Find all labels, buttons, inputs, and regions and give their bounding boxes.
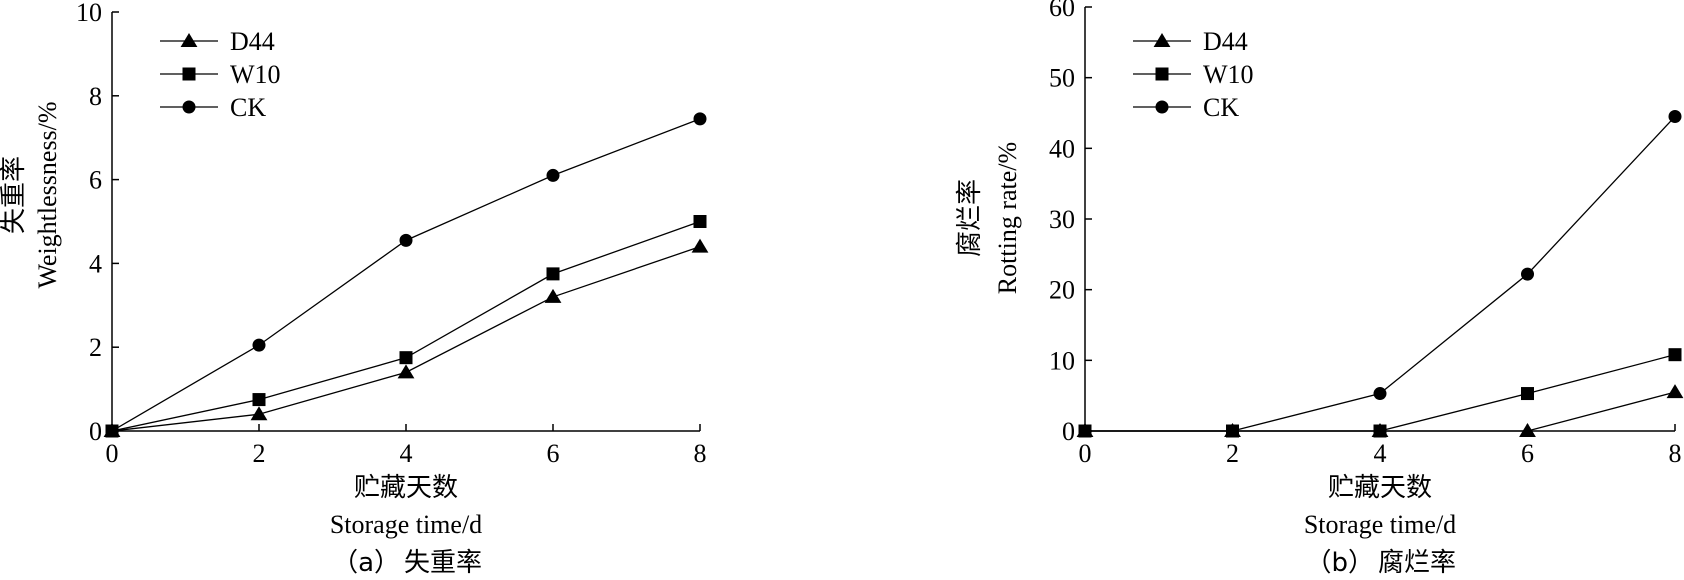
panel-caption-label: （b） <box>1305 548 1374 578</box>
data-point-ck <box>105 424 119 438</box>
data-point-w10 <box>1521 387 1534 401</box>
data-point-ck <box>1078 424 1092 438</box>
legend-marker-w10 <box>1155 67 1169 81</box>
y-tick-label: 10 <box>76 0 102 27</box>
data-point-d44 <box>691 238 709 253</box>
x-axis-label-en: Storage time/d <box>330 510 482 539</box>
panel-caption-text: 失重率 <box>404 548 482 578</box>
data-point-w10 <box>693 215 707 228</box>
x-tick-label: 0 <box>106 439 119 468</box>
series-line-ck <box>1085 116 1676 432</box>
x-tick-label: 6 <box>1521 439 1534 468</box>
legend-marker-d44 <box>1153 33 1171 47</box>
y-tick-label: 40 <box>1049 134 1075 163</box>
legend-marker-ck <box>182 100 196 114</box>
y-tick-label: 10 <box>1049 346 1075 375</box>
x-axis-label-cn: 贮藏天数 <box>354 473 458 503</box>
x-tick-label: 8 <box>694 439 707 468</box>
x-tick-label: 6 <box>547 439 560 468</box>
y-axis-label-en: Rotting rate/% <box>993 142 1022 294</box>
y-tick-label: 6 <box>89 166 102 195</box>
data-point-ck <box>1373 387 1387 401</box>
data-point-w10 <box>1668 348 1682 362</box>
data-point-w10 <box>252 393 266 407</box>
panel-caption-label: （a） <box>332 548 400 578</box>
y-tick-label: 60 <box>1049 0 1075 22</box>
x-tick-label: 2 <box>253 439 266 468</box>
data-point-ck <box>546 168 560 182</box>
data-point-d44 <box>544 288 562 303</box>
y-tick-label: 0 <box>89 417 102 446</box>
y-tick-label: 4 <box>89 249 102 278</box>
series-line-ck <box>111 118 701 432</box>
data-point-ck <box>1668 110 1682 124</box>
legend-marker-ck <box>1155 100 1169 114</box>
series-line-w10 <box>111 220 701 432</box>
x-tick-label: 4 <box>400 439 413 468</box>
data-point-ck <box>1226 424 1239 438</box>
x-axis-label-cn: 贮藏天数 <box>1328 473 1432 503</box>
data-point-ck <box>693 112 707 126</box>
legend-marker-w10 <box>182 67 196 81</box>
series-line-d44 <box>111 246 701 432</box>
x-axis-label-en: Storage time/d <box>1304 510 1456 539</box>
x-tick-label: 2 <box>1226 439 1239 468</box>
data-point-w10 <box>546 267 560 281</box>
panel-caption-text: 腐烂率 <box>1378 548 1456 578</box>
y-tick-label: 8 <box>89 82 102 111</box>
legend-label-w10: W10 <box>1203 60 1254 89</box>
legend-marker-d44 <box>180 33 198 47</box>
data-point-w10 <box>1373 424 1387 438</box>
y-tick-label: 20 <box>1049 276 1075 305</box>
data-point-d44 <box>397 364 415 379</box>
y-tick-label: 2 <box>89 333 102 362</box>
data-point-ck <box>399 233 413 247</box>
x-tick-label: 8 <box>1669 439 1682 468</box>
legend-label-d44: D44 <box>1203 27 1248 56</box>
y-axis-label-cn: 失重率 <box>0 156 29 234</box>
legend-label-d44: D44 <box>230 27 275 56</box>
legend-label-w10: W10 <box>230 60 281 89</box>
chart-panel-b: 0 10 20 30 40 50 60 0 2 4 6 8 D44 W10 CK 腐烂率 Rotting rat… <box>955 0 1684 578</box>
data-point-d44 <box>1666 384 1684 399</box>
y-axis-label-cn: 腐烂率 <box>955 179 985 257</box>
data-point-ck <box>252 338 266 352</box>
legend-label-ck: CK <box>230 93 266 122</box>
x-tick-label: 4 <box>1374 439 1387 468</box>
y-tick-label: 0 <box>1062 417 1075 446</box>
data-point-w10 <box>399 351 413 365</box>
y-axis-label-en: Weightlessness/% <box>33 101 62 288</box>
y-tick-label: 50 <box>1049 64 1075 93</box>
data-point-d44 <box>250 406 268 421</box>
data-point-d44 <box>1519 423 1536 437</box>
x-tick-label: 0 <box>1079 439 1092 468</box>
y-tick-label: 30 <box>1049 205 1075 234</box>
legend-label-ck: CK <box>1203 93 1239 122</box>
data-point-ck <box>1521 267 1534 281</box>
